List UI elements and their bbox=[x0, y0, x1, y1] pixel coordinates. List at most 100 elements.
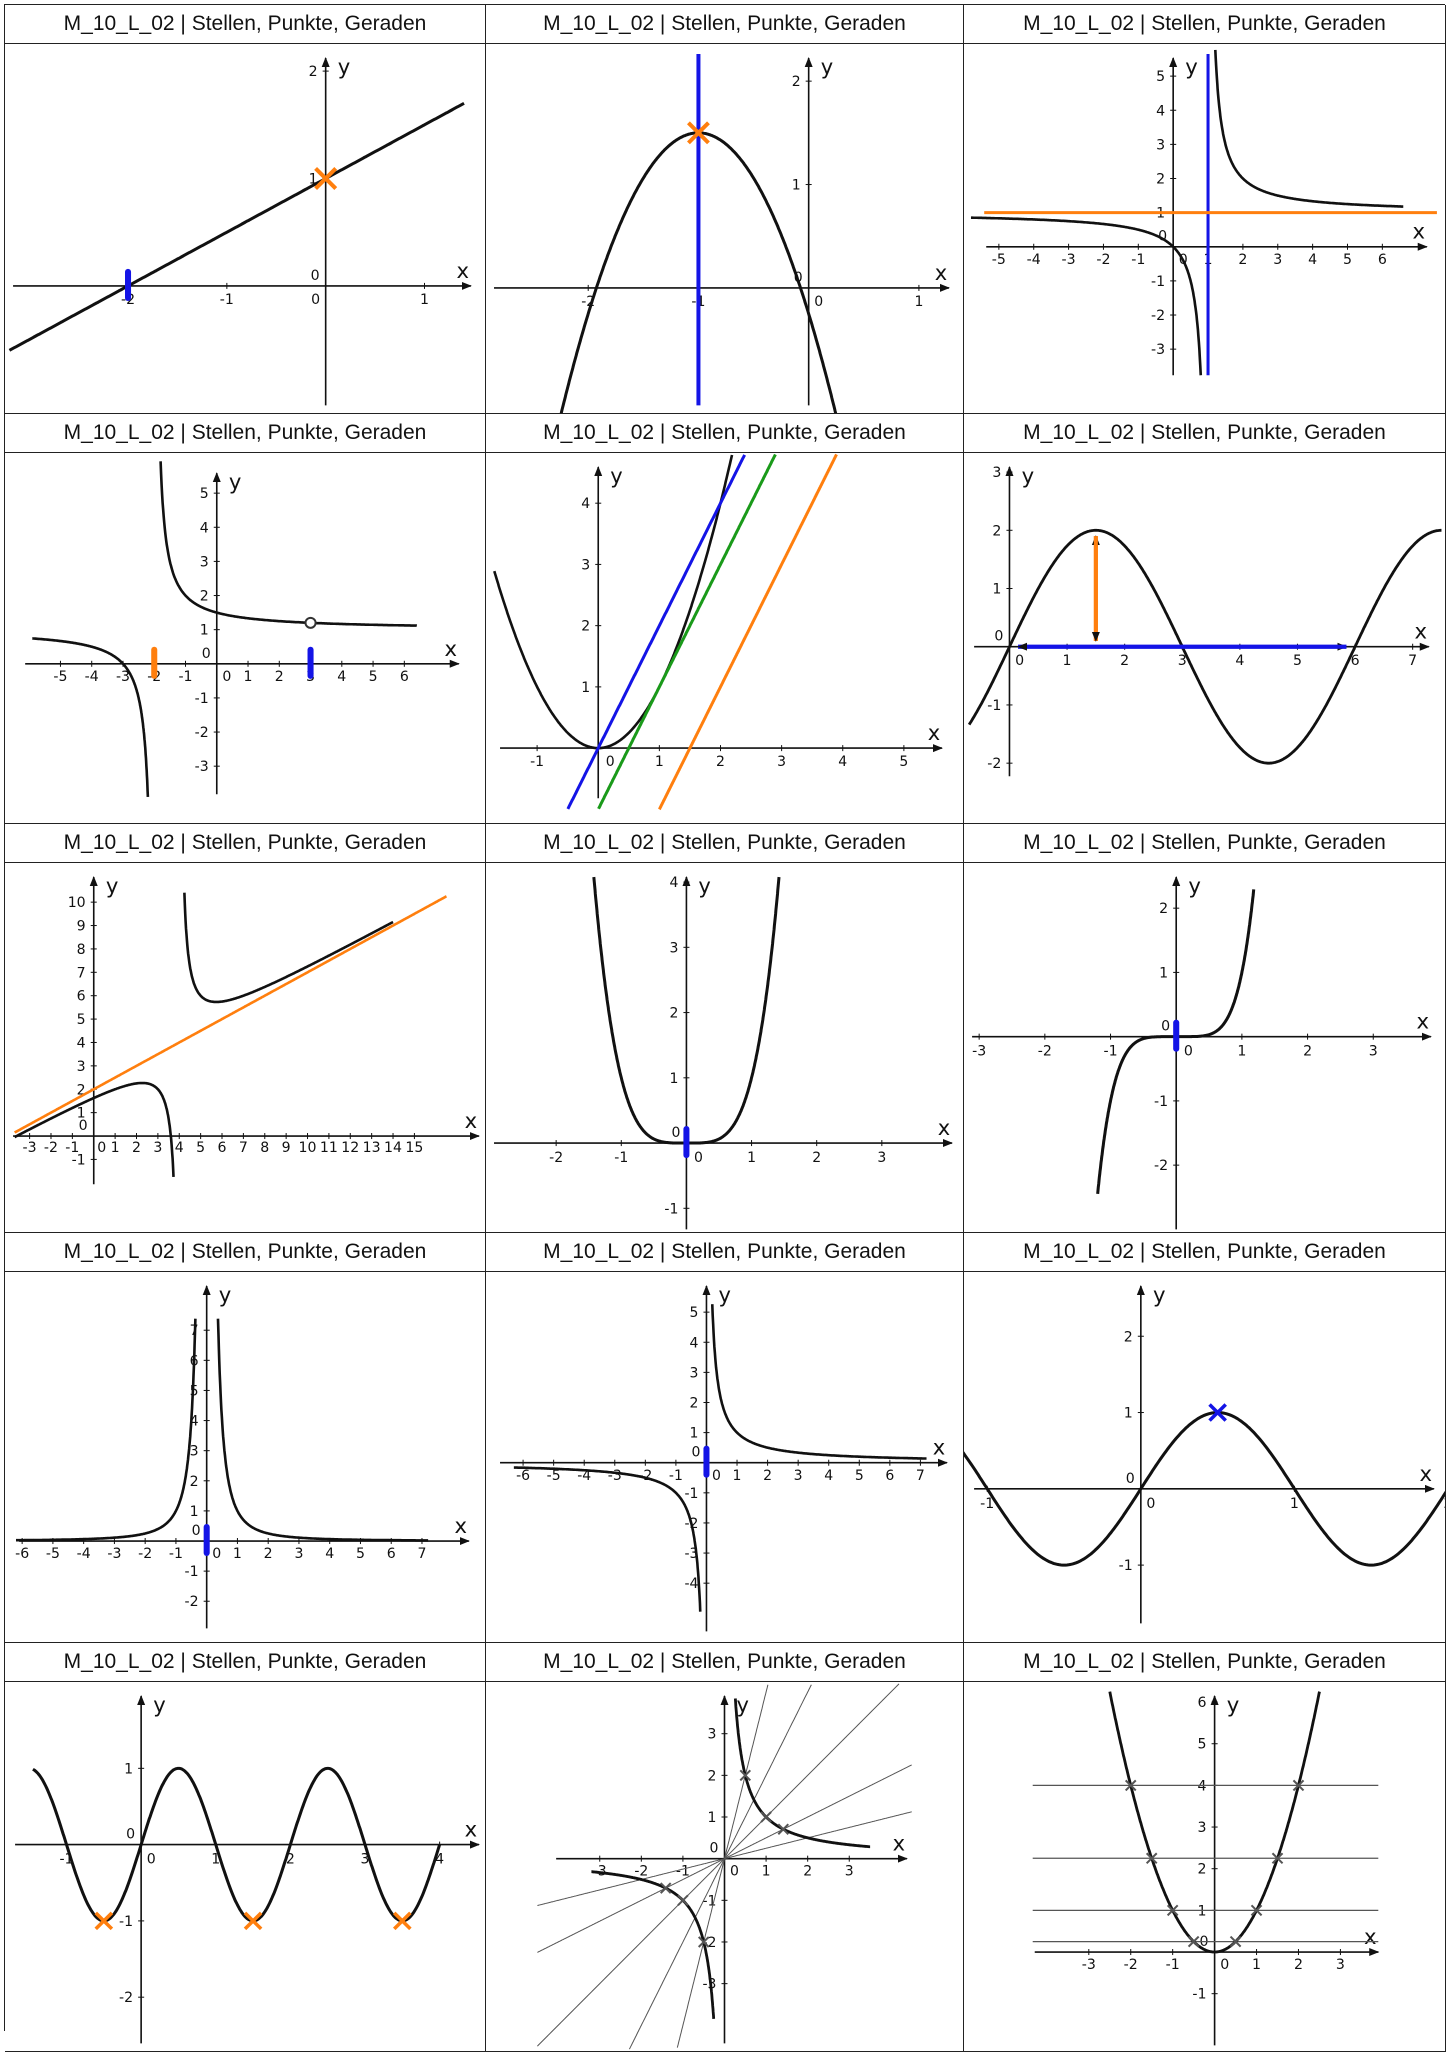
x-tick-label: 0 bbox=[730, 1863, 739, 1879]
y-tick-label: 4 bbox=[77, 1035, 86, 1051]
minimum-cross bbox=[392, 1911, 412, 1930]
x-tick-label: 4 bbox=[175, 1140, 184, 1156]
x-tick-label: 1 bbox=[244, 669, 253, 685]
minimum-cross bbox=[94, 1911, 114, 1930]
x-tick-label: 2 bbox=[1294, 1957, 1303, 1973]
y-tick-label: 0 bbox=[202, 646, 211, 662]
y-tick-label: 3 bbox=[1198, 1820, 1207, 1836]
x-tick-label: 8 bbox=[260, 1140, 269, 1156]
x-axis-label: x bbox=[933, 1435, 945, 1460]
vertex-cross bbox=[687, 121, 710, 145]
y-axis-label: y bbox=[1022, 464, 1035, 489]
panel-title: M_10_L_02 | Stellen, Punkte, Geraden bbox=[5, 1233, 485, 1273]
y-tick-label: 4 bbox=[669, 875, 678, 891]
function-graph: x y -1 0 1 2 3 4 -2 -1 0 1 bbox=[5, 1682, 485, 2051]
x-tick-label: -5 bbox=[46, 1546, 60, 1562]
y-tick-label: 2 bbox=[669, 1005, 678, 1021]
x-tick-label: 3 bbox=[361, 1851, 370, 1867]
y-tick-label: 6 bbox=[77, 989, 86, 1005]
y-tick-label: -1 bbox=[1192, 1986, 1206, 2002]
y-tick-label: 9 bbox=[77, 918, 86, 934]
panel-2: M_10_L_02 | Stellen, Punkte, Geraden x y -2… bbox=[486, 5, 964, 415]
y-tick-label: 2 bbox=[309, 64, 318, 80]
x-axis-label: x bbox=[457, 258, 470, 283]
x-tick-label: 0 bbox=[212, 1546, 221, 1562]
graph-svg: x y -2 -1 0 1 2 3 -1 0 1 2 3 4 bbox=[494, 873, 953, 1230]
intersection-cross bbox=[1124, 1779, 1137, 1791]
x-tick-label: -1 bbox=[65, 1140, 79, 1156]
graph-svg: x y -1 0 1 2 3 4 5 1 2 3 4 bbox=[493, 454, 943, 811]
x-tick-label: -3 bbox=[1062, 252, 1076, 268]
x-tick-label: 1 bbox=[762, 1863, 771, 1879]
intersection-cross bbox=[1166, 1904, 1179, 1916]
x-tick-label: 3 bbox=[1273, 252, 1282, 268]
hyperbola-left bbox=[970, 216, 1203, 376]
sine-graph bbox=[967, 529, 1442, 765]
y-tick-label: 0 bbox=[671, 1125, 680, 1141]
panel-4: M_10_L_02 | Stellen, Punkte, Geraden x y -5… bbox=[5, 414, 486, 824]
x-tick-label: 3 bbox=[153, 1140, 162, 1156]
x-tick-label: -2 bbox=[1096, 252, 1110, 268]
y-tick-label: 2 bbox=[1159, 901, 1168, 917]
x-tick-label: -2 bbox=[634, 1863, 648, 1879]
y-tick-label: 1 bbox=[309, 172, 318, 188]
panel-12: M_10_L_02 | Stellen, Punkte, Geraden x y -1… bbox=[964, 1233, 1446, 1643]
x-tick-label: 6 bbox=[387, 1546, 396, 1562]
x-tick-label: 1 bbox=[1237, 1044, 1246, 1060]
x-tick-label: 4 bbox=[325, 1546, 334, 1562]
x-axis-label: x bbox=[455, 1513, 468, 1538]
y-tick-label: 3 bbox=[992, 466, 1001, 482]
reciprocal-square-left bbox=[15, 1318, 197, 1542]
y-tick-label: 1 bbox=[200, 623, 209, 639]
y-tick-label: 8 bbox=[77, 942, 86, 958]
panel-title: M_10_L_02 | Stellen, Punkte, Geraden bbox=[486, 5, 963, 44]
minimum-cross bbox=[243, 1911, 263, 1930]
y-tick-label: 1 bbox=[690, 1426, 699, 1442]
function-graph: x y -3 -2 -1 0 1 2 3 -1 0 1 2 3 4 5 6 bbox=[964, 1682, 1445, 2051]
intersection-cross bbox=[1187, 1935, 1200, 1947]
graph-svg: xy-1 0 1 2 3 4-2-101 bbox=[15, 1692, 480, 2043]
x-tick-label: 4 bbox=[435, 1851, 444, 1867]
x-tick-label: -2 bbox=[1124, 1957, 1138, 1973]
y-tick-label: 3 bbox=[690, 1366, 699, 1382]
x-tick-label: 7 bbox=[1408, 653, 1417, 669]
x-tick-label: 1 bbox=[420, 292, 429, 308]
panel-13: M_10_L_02 | Stellen, Punkte, Geraden x y -1… bbox=[5, 1642, 486, 2052]
y-tick-label: 0 bbox=[79, 1118, 88, 1134]
y-tick-label: 5 bbox=[200, 487, 209, 503]
x-axis-label: x bbox=[465, 1108, 478, 1133]
x-tick-label: 7 bbox=[239, 1140, 248, 1156]
y-tick-label: -2 bbox=[195, 725, 209, 741]
y-tick-label: -1 bbox=[195, 691, 209, 707]
y-tick-label: 2 bbox=[1156, 172, 1165, 188]
x-tick-label: -6 bbox=[516, 1468, 530, 1484]
x-tick-label: 1 bbox=[211, 1851, 220, 1867]
y-tick-label: 2 bbox=[708, 1768, 717, 1784]
y-tick-label: 1 bbox=[581, 680, 590, 696]
x-tick-label: 0 bbox=[1015, 653, 1024, 669]
x-tick-label: 10 bbox=[299, 1140, 317, 1156]
y-axis-label: y bbox=[610, 463, 622, 488]
x-axis-label: x bbox=[1414, 619, 1427, 644]
y-tick-label: 5 bbox=[1156, 69, 1165, 85]
x-tick-label: 2 bbox=[716, 755, 725, 771]
panel-title: M_10_L_02 | Stellen, Punkte, Geraden bbox=[964, 1643, 1445, 1682]
y-tick-label: 5 bbox=[1198, 1736, 1207, 1752]
x-tick-label: 2 bbox=[286, 1851, 295, 1867]
panel-title: M_10_L_02 | Stellen, Punkte, Geraden bbox=[964, 414, 1445, 454]
function-graph: x y -6 -5 -4 -3 -2 -1 0 1 2 3 4 5 6 7 -2 -1 0 1 2 3 4 5 6 7 bbox=[5, 1272, 485, 1641]
y-tick-label: 3 bbox=[190, 1444, 199, 1460]
y-tick-label: -1 bbox=[1119, 1558, 1133, 1574]
panel-5: M_10_L_02 | Stellen, Punkte, Geraden x y -1… bbox=[486, 414, 964, 824]
y-tick-label: 0 bbox=[1158, 229, 1167, 245]
intersection-cross bbox=[1271, 1852, 1284, 1864]
y-tick-label: 3 bbox=[669, 940, 678, 956]
y-tick-label: -1 bbox=[664, 1201, 678, 1217]
y-tick-label: 0 bbox=[1126, 1471, 1135, 1487]
x-tick-label: 3 bbox=[294, 1546, 303, 1562]
reciprocal-left bbox=[591, 1869, 716, 2019]
